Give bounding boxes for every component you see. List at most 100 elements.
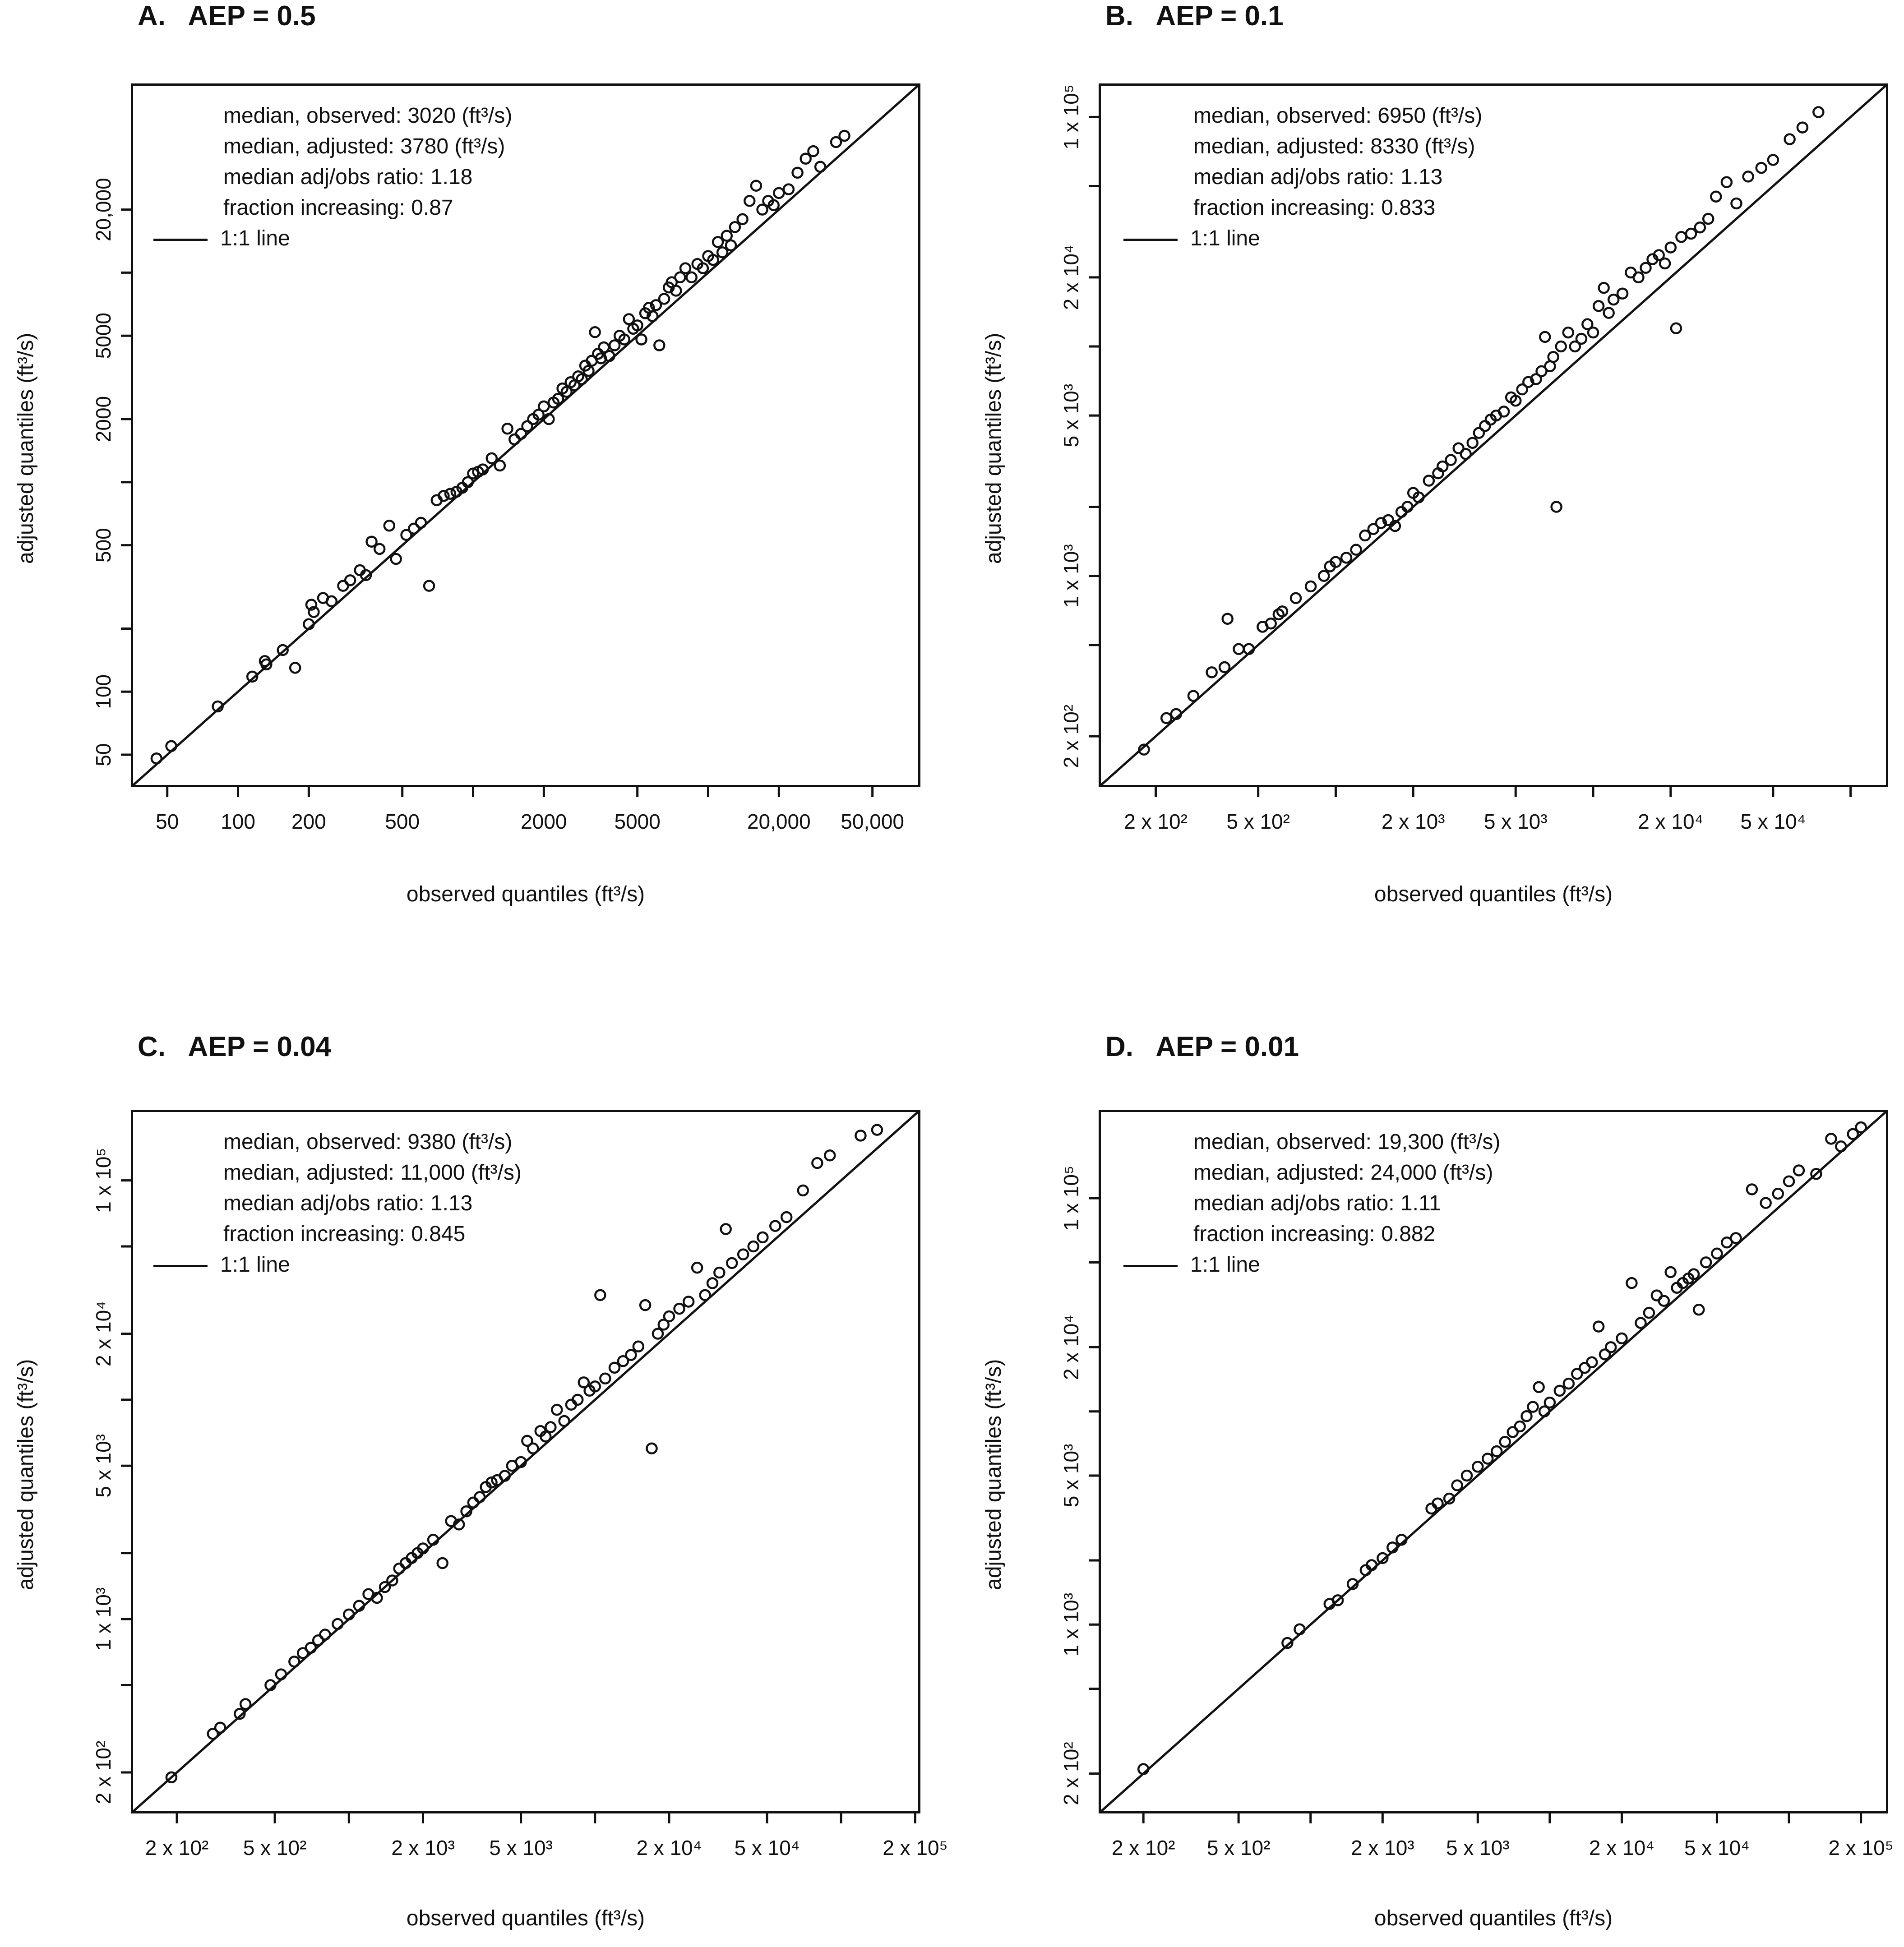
data-point (165, 1771, 178, 1784)
legend-line-swatch (153, 1264, 208, 1267)
data-point (1767, 154, 1779, 166)
data-point (1522, 376, 1534, 388)
data-point (682, 1296, 695, 1308)
data-point (716, 246, 729, 258)
panel-title: A. AEP = 0.5 (138, 0, 316, 32)
data-point (1825, 1133, 1837, 1145)
data-point (1413, 491, 1425, 503)
data-point (871, 1124, 883, 1136)
data-point (1659, 257, 1671, 270)
data-point (646, 1442, 658, 1455)
data-point (560, 386, 573, 398)
data-point (1377, 1552, 1389, 1564)
data-point (1664, 241, 1677, 254)
data-point (485, 452, 498, 465)
data-point (1289, 592, 1302, 604)
data-point (625, 1349, 637, 1361)
data-point (1520, 1410, 1533, 1422)
y-tick-label: 2 x 10⁴ (1059, 245, 1083, 310)
data-point (647, 310, 659, 323)
x-tick-label: 2 x 10⁴ (636, 1836, 702, 1859)
data-point (239, 1698, 252, 1710)
data-point (1218, 661, 1231, 674)
y-tick-label: 2 x 10² (1059, 1742, 1083, 1805)
x-tick-label: 2 x 10⁵ (1828, 1836, 1893, 1859)
data-point (830, 136, 842, 148)
data-point (1700, 1256, 1712, 1269)
data-point (234, 1707, 246, 1720)
data-point (212, 700, 224, 713)
x-tick-label: 5 x 10⁴ (735, 1836, 800, 1859)
data-point (855, 1130, 867, 1142)
data-point (415, 517, 427, 529)
x-tick-label: 100 (221, 810, 255, 833)
x-tick-label: 2 x 10² (1124, 810, 1188, 833)
x-tick-label: 2 x 10⁴ (1638, 810, 1703, 833)
x-tick-label: 2 x 10⁴ (1589, 1836, 1654, 1859)
data-point (1575, 332, 1588, 345)
one-to-one-line (1099, 83, 1888, 787)
data-point (332, 1618, 344, 1630)
data-point (1626, 1277, 1638, 1289)
data-point (343, 1608, 355, 1621)
data-point (1685, 227, 1697, 240)
data-point (1599, 1348, 1611, 1361)
data-point (303, 618, 315, 630)
data-point (552, 392, 564, 405)
data-point (743, 195, 756, 207)
data-point (521, 1435, 533, 1447)
legend-median-ratio: median adj/obs ratio: 1.11 (1193, 1191, 1441, 1215)
data-point (767, 199, 780, 212)
data-point (773, 187, 785, 199)
data-point (1592, 300, 1605, 312)
legend-fraction-increasing: fraction increasing: 0.882 (1193, 1222, 1436, 1246)
data-point (1550, 501, 1562, 513)
legend-line-swatch (1123, 238, 1178, 241)
data-point (1389, 520, 1401, 532)
data-point (598, 341, 610, 354)
data-point (150, 752, 163, 765)
data-point (599, 1372, 611, 1385)
data-point (1304, 580, 1317, 593)
x-tick-label: 5 x 10² (1226, 810, 1290, 833)
data-point (1710, 190, 1722, 203)
data-point (289, 662, 301, 674)
x-axis-label: observed quantiles (ft³/s) (406, 1906, 645, 1930)
data-point (427, 1534, 439, 1546)
data-point (453, 1518, 465, 1531)
data-point (1367, 523, 1380, 535)
data-point (572, 1393, 584, 1406)
data-point (1664, 1266, 1677, 1278)
data-point (308, 606, 320, 618)
x-tick-label: 2 x 10³ (391, 1836, 455, 1859)
data-point (288, 1656, 300, 1668)
y-tick-label: 1 x 10³ (92, 1587, 115, 1651)
data-point (814, 161, 827, 173)
data-point (1694, 221, 1706, 234)
data-point (797, 1184, 809, 1197)
data-point (545, 1421, 557, 1433)
data-point (1451, 1479, 1463, 1491)
data-point (1382, 514, 1395, 526)
data-point (1640, 262, 1652, 274)
data-point (1585, 1356, 1598, 1369)
y-tick-label: 5000 (92, 313, 115, 359)
y-tick-label: 5 x 10³ (1059, 1444, 1083, 1508)
legend-median-observed: median, observed: 6950 (ft³/s) (1193, 104, 1483, 128)
y-tick-label: 2000 (92, 396, 115, 442)
data-point (1423, 475, 1435, 487)
x-tick-label: 5 x 10³ (489, 1836, 553, 1859)
data-point (1330, 556, 1342, 568)
data-point (558, 1415, 570, 1427)
legend-line-swatch (153, 238, 208, 241)
data-point (1466, 437, 1479, 449)
data-point (608, 339, 621, 351)
panel-title: B. AEP = 0.1 (1105, 0, 1284, 32)
data-point (1562, 1377, 1575, 1390)
data-point (1510, 395, 1522, 407)
legend-fraction-increasing: fraction increasing: 0.833 (1193, 196, 1436, 220)
data-point (589, 1380, 601, 1393)
legend-line-swatch (1123, 1264, 1178, 1267)
data-point (1340, 552, 1353, 564)
legend-median-adjusted: median, adjusted: 11,000 (ft³/s) (223, 1161, 522, 1185)
